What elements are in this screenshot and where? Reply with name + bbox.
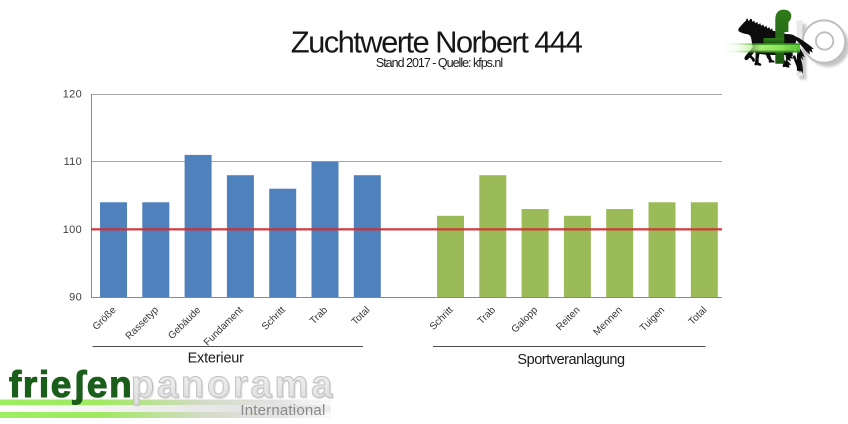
svg-text:110: 110 (64, 156, 82, 168)
svg-text:frieʃen: frieʃen (9, 364, 133, 405)
svg-text:International: International (240, 402, 325, 419)
svg-text:panorama: panorama (131, 364, 335, 406)
svg-text:Zuchtwerte Norbert 444: Zuchtwerte Norbert 444 (291, 24, 583, 59)
svg-text:100: 100 (63, 224, 82, 236)
svg-text:Sportveranlagung: Sportveranlagung (517, 352, 625, 368)
svg-text:Stand 2017 - Quelle: kfps.nl: Stand 2017 - Quelle: kfps.nl (376, 56, 502, 70)
svg-text:90: 90 (69, 292, 82, 304)
svg-text:Exterieur: Exterieur (188, 351, 245, 367)
svg-text:120: 120 (63, 89, 82, 101)
svg-text:panorama: panorama (133, 366, 337, 408)
